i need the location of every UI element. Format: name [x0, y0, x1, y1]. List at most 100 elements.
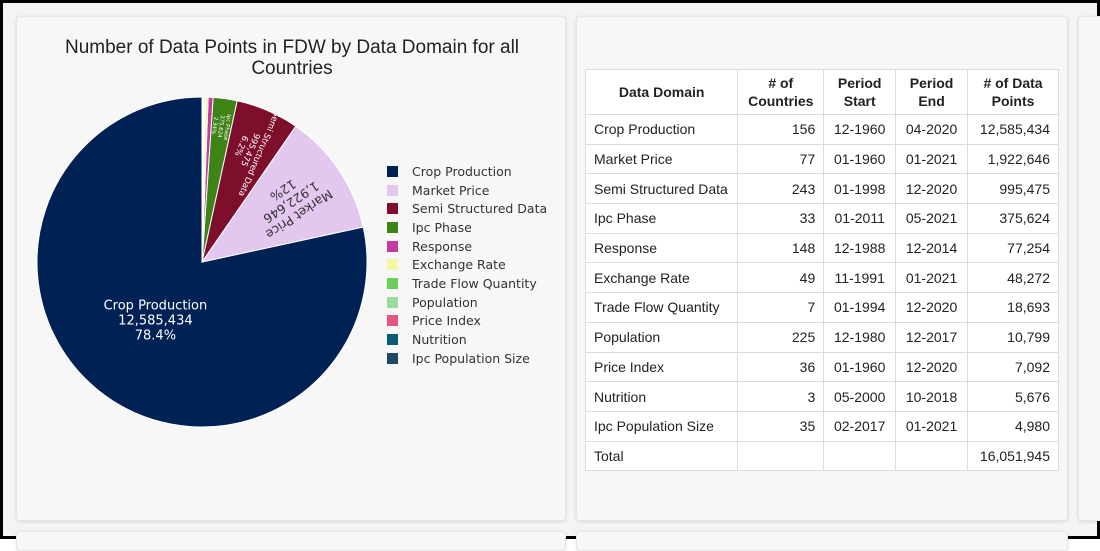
cell-data-points: 7,092 — [968, 352, 1059, 382]
cell-data-domain: Exchange Rate — [586, 263, 738, 293]
cell-period-end: 12-2020 — [896, 293, 968, 323]
legend-item[interactable]: Exchange Rate — [387, 255, 547, 274]
legend-swatch — [387, 222, 398, 233]
legend-label: Response — [412, 239, 472, 254]
header-data-points[interactable]: # of Data Points — [968, 70, 1059, 115]
legend-label: Crop Production — [412, 164, 512, 179]
cell-period-end: 04-2020 — [896, 115, 968, 145]
cell-data-domain: Trade Flow Quantity — [586, 293, 738, 323]
legend-item[interactable]: Price Index — [387, 312, 547, 331]
cell-countries: 243 — [738, 174, 824, 204]
cell-period-end: 01-2021 — [896, 144, 968, 174]
cell-empty — [824, 441, 896, 471]
cell-countries: 77 — [738, 144, 824, 174]
cell-data-points: 375,624 — [968, 204, 1059, 234]
cell-period-start: 01-1994 — [824, 293, 896, 323]
legend-item[interactable]: Trade Flow Quantity — [387, 274, 547, 293]
lower-panel-edge — [16, 531, 566, 551]
cell-data-points: 1,922,646 — [968, 144, 1059, 174]
cell-empty — [738, 441, 824, 471]
legend-label: Exchange Rate — [412, 257, 506, 272]
legend-item[interactable]: Ipc Phase — [387, 218, 547, 237]
legend-item[interactable]: Population — [387, 293, 547, 312]
legend-label: Semi Structured Data — [412, 201, 547, 216]
cell-data-domain: Ipc Phase — [586, 204, 738, 234]
table-header-row: Data Domain # of Countries Period Start … — [586, 70, 1059, 115]
cell-period-end: 12-2017 — [896, 322, 968, 352]
legend-swatch — [387, 166, 398, 177]
legend-item[interactable]: Semi Structured Data — [387, 199, 547, 218]
cell-period-start: 05-2000 — [824, 382, 896, 412]
dashboard-frame: Number of Data Points in FDW by Data Dom… — [0, 0, 1100, 539]
cell-data-domain: Market Price — [586, 144, 738, 174]
data-domain-table: Data Domain # of Countries Period Start … — [585, 69, 1059, 471]
cell-period-start: 01-2011 — [824, 204, 896, 234]
cell-total-points: 16,051,945 — [968, 441, 1059, 471]
cell-data-points: 10,799 — [968, 322, 1059, 352]
chart-panel: Number of Data Points in FDW by Data Dom… — [16, 16, 566, 521]
cell-period-end: 12-2014 — [896, 233, 968, 263]
cell-data-domain: Ipc Population Size — [586, 411, 738, 441]
cell-period-end: 12-2020 — [896, 352, 968, 382]
cell-countries: 148 — [738, 233, 824, 263]
chart-legend: Crop Production Market Price Semi Structur… — [387, 162, 547, 368]
cell-period-start: 11-1991 — [824, 263, 896, 293]
cell-period-end: 01-2021 — [896, 263, 968, 293]
header-period-end[interactable]: Period End — [896, 70, 968, 115]
cell-countries: 35 — [738, 411, 824, 441]
cell-data-domain: Population — [586, 322, 738, 352]
cell-data-points: 995,475 — [968, 174, 1059, 204]
cell-period-start: 01-1960 — [824, 352, 896, 382]
legend-label: Ipc Population Size — [412, 351, 530, 366]
legend-item[interactable]: Nutrition — [387, 330, 547, 349]
cell-countries: 36 — [738, 352, 824, 382]
cell-period-end: 10-2018 — [896, 382, 968, 412]
cell-data-domain: Crop Production — [586, 115, 738, 145]
legend-item[interactable]: Market Price — [387, 181, 547, 200]
cell-data-points: 4,980 — [968, 411, 1059, 441]
cell-period-start: 12-1960 — [824, 115, 896, 145]
legend-swatch — [387, 203, 398, 214]
cell-countries: 33 — [738, 204, 824, 234]
legend-swatch — [387, 297, 398, 308]
cell-period-start: 12-1980 — [824, 322, 896, 352]
legend-item[interactable]: Ipc Population Size — [387, 349, 547, 368]
cell-data-points: 12,585,434 — [968, 115, 1059, 145]
legend-item[interactable]: Response — [387, 237, 547, 256]
cell-data-domain: Nutrition — [586, 382, 738, 412]
cell-countries: 49 — [738, 263, 824, 293]
cell-countries: 156 — [738, 115, 824, 145]
legend-swatch — [387, 259, 398, 270]
cell-period-start: 12-1988 — [824, 233, 896, 263]
legend-swatch — [387, 241, 398, 252]
cell-period-end: 12-2020 — [896, 174, 968, 204]
legend-swatch — [387, 185, 398, 196]
header-period-start[interactable]: Period Start — [824, 70, 896, 115]
header-data-domain[interactable]: Data Domain — [586, 70, 738, 115]
slice-label-percent: 78.4% — [135, 328, 176, 343]
legend-item[interactable]: Crop Production — [387, 162, 547, 181]
cell-countries: 225 — [738, 322, 824, 352]
slice-label-name: Crop Production — [104, 298, 208, 313]
legend-swatch — [387, 278, 398, 289]
cell-total-label: Total — [586, 441, 738, 471]
legend-swatch — [387, 334, 398, 345]
cell-data-points: 48,272 — [968, 263, 1059, 293]
legend-label: Market Price — [412, 183, 489, 198]
cell-period-end: 05-2021 — [896, 204, 968, 234]
lower-panel-edge — [576, 531, 1068, 551]
header-countries[interactable]: # of Countries — [738, 70, 824, 115]
cell-empty — [896, 441, 968, 471]
legend-label: Population — [412, 295, 478, 310]
cell-data-domain: Response — [586, 233, 738, 263]
